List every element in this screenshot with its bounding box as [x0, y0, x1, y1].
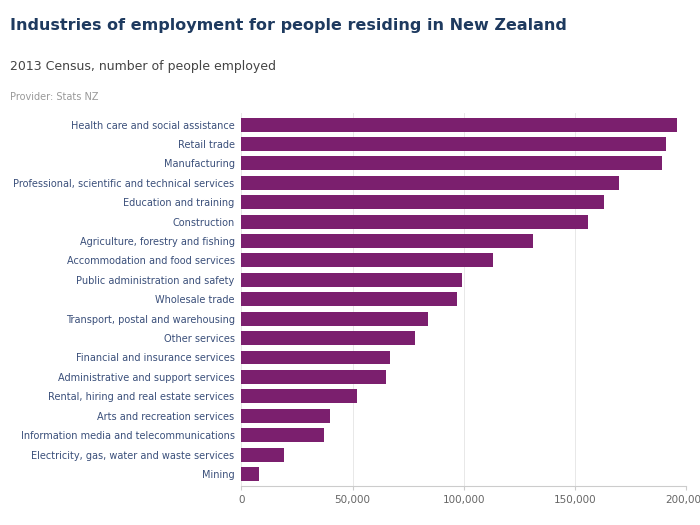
Bar — [241, 312, 428, 326]
Bar — [241, 370, 386, 384]
Bar — [241, 409, 330, 423]
Bar — [241, 215, 588, 228]
Bar — [241, 234, 533, 248]
Bar — [241, 273, 461, 287]
Bar — [241, 254, 493, 267]
Bar — [241, 351, 391, 364]
Bar — [241, 292, 457, 306]
Bar — [241, 467, 259, 481]
Text: figure.nz: figure.nz — [584, 27, 651, 40]
Bar — [241, 176, 620, 190]
Bar — [241, 390, 357, 403]
Text: Industries of employment for people residing in New Zealand: Industries of employment for people resi… — [10, 18, 568, 34]
Text: Provider: Stats NZ: Provider: Stats NZ — [10, 92, 99, 102]
Bar — [241, 118, 677, 131]
Bar — [241, 137, 666, 151]
Bar — [241, 448, 284, 461]
Bar — [241, 331, 415, 345]
Bar — [241, 428, 323, 442]
Bar — [241, 156, 662, 170]
Text: 2013 Census, number of people employed: 2013 Census, number of people employed — [10, 60, 276, 74]
Bar — [241, 195, 604, 209]
